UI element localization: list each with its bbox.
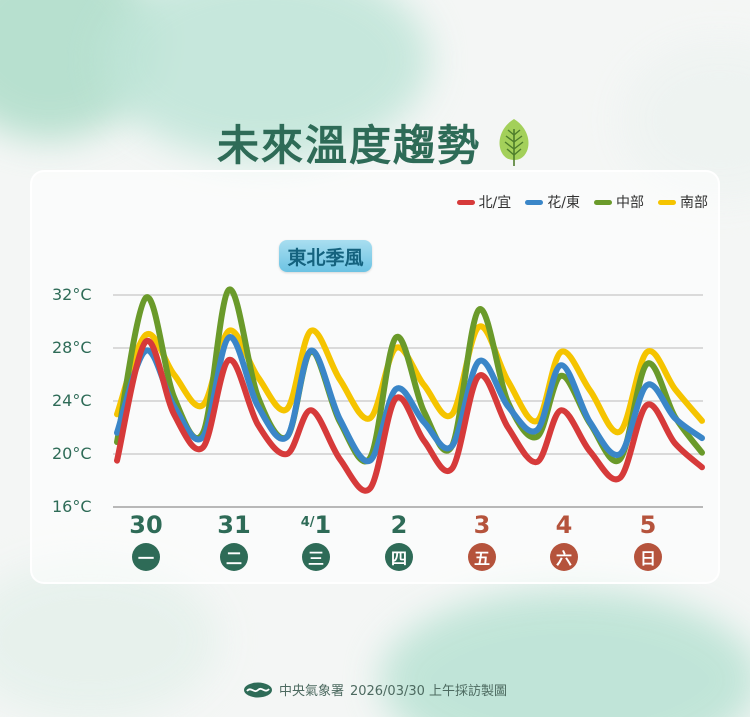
day-number-text: 31 [217, 511, 251, 539]
monsoon-badge: 東北季風 [279, 240, 372, 272]
legend-swatch [525, 199, 544, 205]
weekday-badge: 四 [385, 543, 413, 571]
day-number: 5 [618, 512, 678, 538]
leaf-icon [499, 119, 529, 166]
legend-swatch [658, 199, 676, 205]
day-label: 30 一 [116, 512, 176, 571]
legend-item: 南部 [658, 192, 708, 212]
day-number-text: 30 [129, 511, 163, 539]
day-number-text: 4 [555, 511, 573, 539]
y-tick-label: 28°C [52, 338, 92, 357]
legend-label: 南部 [680, 195, 708, 211]
weekday-badge: 五 [468, 543, 496, 571]
y-tick-label: 20°C [52, 444, 92, 463]
day-number: 31 [204, 512, 264, 538]
series-line [114, 334, 705, 465]
day-label: 4/1 三 [286, 512, 346, 571]
weekday-badge: 日 [634, 543, 662, 571]
chart-card [30, 170, 720, 584]
day-number: 4/1 [286, 512, 346, 538]
footer: 中央氣象署 2026/03/30 上午採訪製圖 [0, 680, 750, 699]
header: 未來溫度趨勢 [0, 112, 750, 172]
weekday-badge: 二 [220, 543, 248, 571]
chart-legend: 北/宜 花/東 中部 南部 [456, 192, 708, 212]
day-number: 2 [369, 512, 429, 538]
weekday-badge: 一 [132, 543, 160, 571]
day-number-text: 1 [314, 511, 332, 539]
legend-item: 北/宜 [456, 192, 512, 212]
cwa-logo-icon [243, 682, 272, 697]
legend-item: 中部 [594, 192, 644, 212]
day-number: 30 [116, 512, 176, 538]
legend-label: 中部 [616, 195, 644, 211]
legend-label: 花/東 [547, 195, 580, 211]
y-tick-label: 16°C [52, 497, 92, 516]
day-number-text: 5 [639, 511, 657, 539]
month-prefix: 4/ [300, 515, 315, 530]
weekday-badge: 六 [550, 543, 578, 571]
legend-swatch [594, 199, 612, 205]
page-title: 未來溫度趨勢 [216, 120, 481, 170]
legend-item: 花/東 [525, 192, 580, 212]
day-label: 31 二 [204, 512, 264, 571]
day-number-text: 3 [473, 511, 491, 539]
legend-label: 北/宜 [478, 195, 512, 211]
y-tick-label: 32°C [52, 285, 92, 304]
agency-name: 中央氣象署 [278, 684, 344, 699]
legend-swatch [456, 199, 475, 205]
day-number: 3 [452, 512, 512, 538]
y-tick-label: 24°C [52, 391, 92, 410]
day-number-text: 2 [390, 511, 408, 539]
footer-date: 2026/03/30 上午採訪製圖 [349, 684, 508, 699]
series-line [114, 338, 705, 494]
day-number: 4 [534, 512, 594, 538]
weekday-badge: 三 [302, 543, 330, 571]
